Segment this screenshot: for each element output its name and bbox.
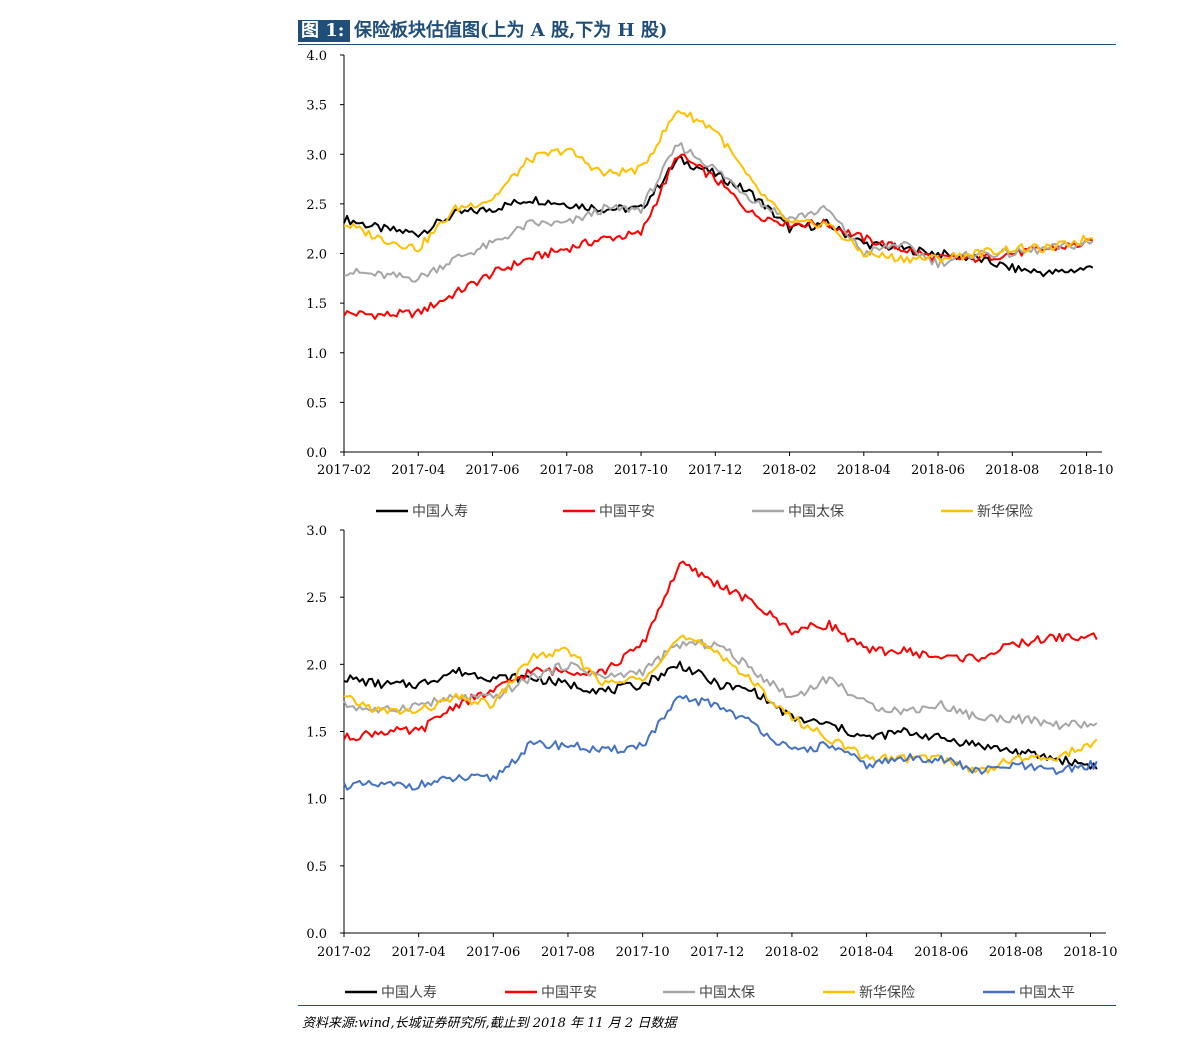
legend-label: 中国平安: [599, 504, 655, 520]
x-tick-label: 2018-04: [840, 945, 894, 960]
x-tick-label: 2018-06: [911, 463, 965, 478]
y-tick-label: 3.0: [306, 148, 327, 163]
x-tick-label: 2017-08: [541, 945, 595, 960]
x-tick-label: 2017-10: [614, 463, 668, 478]
legend-label: 中国太保: [699, 985, 755, 1001]
x-tick-label: 2017-04: [392, 945, 446, 960]
legend-label: 中国太平: [1019, 985, 1075, 1001]
y-tick-label: 1.5: [306, 297, 327, 312]
y-tick-label: 0.5: [306, 860, 327, 875]
x-tick-label: 2017-12: [688, 463, 742, 478]
x-tick-label: 2018-10: [1060, 463, 1114, 478]
x-tick-label: 2017-04: [391, 463, 445, 478]
y-tick-label: 0.0: [306, 446, 327, 461]
y-tick-label: 1.0: [306, 347, 327, 362]
y-tick-label: 0.0: [306, 927, 327, 942]
y-tick-label: 2.0: [306, 658, 327, 673]
series-line-pingan: [343, 560, 1098, 742]
x-tick-label: 2018-02: [765, 945, 819, 960]
y-tick-label: 3.5: [306, 99, 327, 114]
x-tick-label: 2017-10: [616, 945, 670, 960]
x-tick-label: 2018-04: [837, 463, 891, 478]
x-tick-label: 2018-08: [985, 463, 1039, 478]
legend-label: 新华保险: [977, 504, 1033, 520]
y-tick-label: 2.5: [306, 591, 327, 606]
x-tick-label: 2018-08: [989, 945, 1043, 960]
figure-title-bar: 图 1: 保险板块估值图(上为 A 股,下为 H 股): [298, 18, 1116, 45]
series-line-cpic: [343, 142, 1094, 283]
figure-title: 保险板块估值图(上为 A 股,下为 H 股): [354, 20, 668, 41]
x-tick-label: 2017-06: [465, 463, 519, 478]
x-tick-label: 2017-06: [466, 945, 520, 960]
legend-label: 中国太保: [788, 504, 844, 520]
series-line-pingan: [343, 153, 1094, 320]
y-tick-label: 2.0: [306, 248, 327, 263]
series-line-life: [343, 660, 1098, 770]
y-tick-label: 2.5: [306, 198, 327, 213]
legend-label: 中国人寿: [381, 984, 437, 1001]
source-note: 资料来源:wind,长城证券研究所,截止到 2018 年 11 月 2 日数据: [302, 1016, 677, 1031]
series-line-nci: [344, 109, 1093, 264]
legend-label: 中国平安: [541, 985, 597, 1001]
y-tick-label: 3.0: [306, 524, 327, 539]
y-tick-label: 1.0: [306, 793, 327, 808]
x-tick-label: 2018-06: [914, 945, 968, 960]
series-line-taiping: [343, 694, 1098, 791]
legend-label: 中国人寿: [412, 503, 468, 520]
series-line-nci: [343, 634, 1098, 774]
x-tick-label: 2017-12: [690, 945, 744, 960]
x-tick-label: 2018-02: [763, 463, 817, 478]
y-tick-label: 0.5: [306, 396, 327, 411]
figure-label: 图 1:: [298, 20, 351, 42]
footer-rule: [298, 1005, 1116, 1006]
y-tick-label: 1.5: [306, 726, 327, 741]
series-line-cpic: [343, 638, 1098, 731]
series-line-life: [343, 155, 1094, 278]
x-tick-label: 2018-10: [1064, 945, 1118, 960]
x-tick-label: 2017-02: [317, 945, 371, 960]
x-tick-label: 2017-08: [540, 463, 594, 478]
legend-label: 新华保险: [859, 985, 915, 1001]
x-tick-label: 2017-02: [317, 463, 371, 478]
y-tick-label: 4.0: [306, 49, 327, 64]
